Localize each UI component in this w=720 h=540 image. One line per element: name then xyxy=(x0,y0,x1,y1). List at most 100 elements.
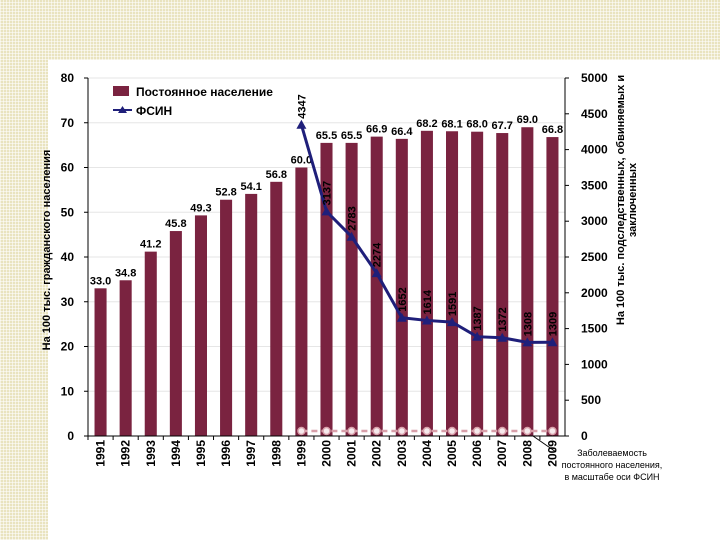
fsin-point xyxy=(497,332,508,342)
x-tick-label: 2007 xyxy=(495,440,509,467)
fsin-line-labels: 4347 3137 2783 2274 1652 1614 1591 1387 1372 1308… xyxy=(296,94,559,336)
left-tick-label: 30 xyxy=(61,295,75,309)
x-tick-label: 2006 xyxy=(470,440,484,467)
fsin-value-label: 1309 xyxy=(547,312,559,336)
bar-value-label: 65.5 xyxy=(341,130,362,142)
x-tick-label: 2001 xyxy=(345,440,359,467)
right-axis-title-line-1: На 100 тыс. подследственных, обвиняемых … xyxy=(615,75,627,325)
bar xyxy=(446,131,459,436)
bar xyxy=(395,138,408,437)
left-tick-label: 70 xyxy=(61,116,75,130)
fsin-value-label: 2274 xyxy=(372,242,384,267)
legend: Постоянное население ФСИН xyxy=(113,85,273,118)
bar xyxy=(144,251,157,436)
fsin-line-series xyxy=(296,119,558,347)
fsin-value-label: 3137 xyxy=(322,181,334,205)
x-tick-label: 2002 xyxy=(370,440,384,467)
right-tick-label: 4500 xyxy=(581,107,608,121)
bar-value-label: 54.1 xyxy=(240,181,261,193)
dashed-point xyxy=(497,426,507,436)
bar xyxy=(194,215,207,436)
bar-value-label: 33.0 xyxy=(90,275,111,287)
bar xyxy=(94,288,107,436)
dashed-point xyxy=(347,426,356,436)
x-tick-label: 2008 xyxy=(520,440,534,467)
right-tick-label: 3500 xyxy=(581,178,608,192)
right-axis-title-line-2: заключенных xyxy=(627,162,639,237)
fsin-value-label: 1308 xyxy=(522,312,534,336)
fsin-value-label: 1372 xyxy=(497,307,509,331)
dashed-point xyxy=(447,426,457,436)
bar-value-label: 60.0 xyxy=(291,155,312,167)
right-axis-ticks: 0 500 1000 1500 2000 2500 3000 3500 4000 4500 5000 xyxy=(565,71,608,443)
dashed-point xyxy=(422,426,432,436)
x-tick-label: 2000 xyxy=(320,440,334,467)
decorative-top-strip xyxy=(0,0,720,60)
fsin-point xyxy=(371,268,382,278)
dashed-point xyxy=(297,426,306,436)
fsin-point xyxy=(421,315,432,325)
bar xyxy=(119,280,132,436)
bar-value-label: 65.5 xyxy=(316,130,337,142)
bar-series xyxy=(94,127,559,437)
bar-value-label: 41.2 xyxy=(140,239,161,251)
right-tick-label: 4000 xyxy=(581,143,608,157)
bar-value-label: 66.9 xyxy=(366,124,387,136)
legend-line-label: ФСИН xyxy=(136,104,172,118)
dashed-point xyxy=(372,426,381,436)
left-tick-label: 80 xyxy=(61,71,75,85)
fsin-point xyxy=(447,317,458,327)
dashed-series xyxy=(297,426,557,436)
left-tick-label: 20 xyxy=(61,340,75,354)
bar-value-label: 45.8 xyxy=(165,218,186,230)
annotation-line-1: Заболеваемость xyxy=(577,448,647,458)
left-tick-label: 0 xyxy=(67,429,74,443)
annotation-pointer xyxy=(532,435,557,453)
x-tick-label: 2004 xyxy=(420,440,434,467)
bar xyxy=(471,131,484,436)
decorative-left-strip xyxy=(0,0,48,540)
fsin-point xyxy=(522,337,533,347)
fsin-value-label: 1591 xyxy=(447,292,459,316)
annotation-line-2: постоянного населения, xyxy=(562,460,663,470)
bar xyxy=(169,231,182,436)
right-tick-label: 1000 xyxy=(581,357,608,371)
x-tick-label: 1995 xyxy=(194,440,208,467)
x-tick-label: 2009 xyxy=(545,440,559,467)
fsin-value-label: 1614 xyxy=(422,289,434,314)
bar xyxy=(420,130,433,436)
fsin-point xyxy=(472,331,483,341)
fsin-point xyxy=(547,337,558,347)
x-tick-label: 1999 xyxy=(294,440,308,467)
fsin-point xyxy=(396,312,407,322)
fsin-value-label: 2783 xyxy=(347,206,359,230)
dashed-point xyxy=(548,426,557,436)
bar-value-label: 68.1 xyxy=(441,118,462,130)
chart-background xyxy=(48,60,720,540)
annotation-line-3: в масштабе оси ФСИН xyxy=(564,472,659,482)
bar xyxy=(521,127,534,436)
bar-value-label: 68.0 xyxy=(466,119,487,131)
right-tick-label: 2000 xyxy=(581,286,608,300)
left-axis-title: На 100 тыс. гражданского населения xyxy=(41,150,53,351)
right-tick-label: 3000 xyxy=(581,214,608,228)
dashed-point xyxy=(397,426,407,436)
legend-triangle-marker xyxy=(118,106,127,113)
fsin-point xyxy=(346,231,357,241)
fsin-point xyxy=(321,206,332,216)
x-tick-label: 2005 xyxy=(445,440,459,467)
x-tick-label: 1997 xyxy=(244,440,258,467)
bar-value-label: 68.2 xyxy=(416,118,437,130)
bar xyxy=(270,181,283,436)
dashed-point xyxy=(472,426,482,436)
x-tick-label: 1991 xyxy=(94,440,108,467)
bar-labels: 33.0 34.8 41.2 45.8 49.3 52.8 54.1 56.8 60.0 65.5… xyxy=(90,114,563,287)
bar xyxy=(295,167,308,436)
bar-value-label: 49.3 xyxy=(190,202,211,214)
bar xyxy=(345,142,358,436)
bar xyxy=(220,199,233,436)
right-tick-label: 0 xyxy=(581,429,588,443)
left-tick-label: 10 xyxy=(61,384,75,398)
bar-value-label: 66.8 xyxy=(542,124,563,136)
